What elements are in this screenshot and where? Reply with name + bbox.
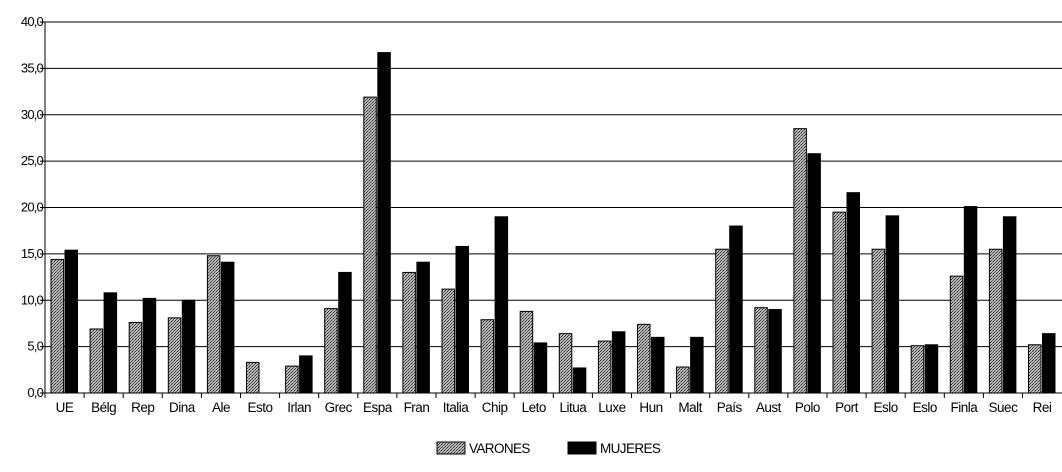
- bar-varones: [637, 323, 651, 394]
- bar-varones: [246, 361, 260, 394]
- x-tick-label: Finla: [950, 400, 978, 415]
- bar-varones: [558, 333, 573, 394]
- bar-mujeres: [924, 344, 939, 394]
- bar-mujeres: [1042, 333, 1056, 394]
- x-tick-label: Dina: [169, 400, 196, 415]
- x-tick-label: Luxe: [598, 400, 625, 415]
- x-tick-label: Fran: [404, 400, 430, 415]
- bar-varones: [324, 308, 338, 394]
- bar-varones: [871, 248, 886, 394]
- y-tick-label: 25,0: [21, 153, 44, 168]
- bar-varones: [597, 340, 612, 394]
- bar-varones: [363, 96, 377, 394]
- x-tick-label: Malt: [678, 400, 702, 415]
- x-tick-label: Aust: [756, 400, 782, 415]
- y-tick-label: 5,0: [27, 339, 43, 354]
- bar-mujeres: [690, 336, 704, 394]
- x-tick-label: Litua: [559, 400, 587, 415]
- bar-varones: [910, 345, 925, 394]
- bar-mujeres: [611, 331, 626, 394]
- y-tick-label: 20,0: [21, 200, 44, 215]
- bar-mujeres: [1002, 216, 1017, 394]
- bar-varones: [128, 322, 143, 394]
- legend-swatch-varones: [436, 441, 466, 455]
- y-tick-label: 30,0: [21, 107, 44, 122]
- bar-varones: [754, 307, 768, 394]
- bar-mujeres: [142, 297, 157, 394]
- bar-mujeres: [533, 342, 548, 394]
- x-tick-label: Hun: [639, 400, 662, 415]
- x-tick-label: Ale: [212, 400, 230, 415]
- x-tick-label: Eslo: [874, 400, 898, 415]
- bars: [50, 52, 1056, 394]
- bar-mujeres: [220, 261, 235, 394]
- x-tick-label: Leto: [522, 400, 546, 415]
- y-axis-tick-labels: 0,0 5,0 10,0 15,0 20,0 25,0 30,0 35,0 40,0: [21, 14, 44, 400]
- y-tick-label: 35,0: [21, 60, 44, 75]
- bar-mujeres: [807, 153, 821, 394]
- bar-mujeres: [103, 292, 118, 394]
- bar-mujeres: [299, 355, 313, 394]
- x-tick-label: País: [717, 400, 743, 415]
- x-tick-label: Italia: [443, 400, 470, 415]
- bar-mujeres: [729, 225, 743, 394]
- legend-swatch-mujeres: [567, 441, 597, 455]
- bar-varones: [441, 288, 455, 394]
- bar-varones: [1028, 344, 1042, 394]
- bar-varones: [949, 275, 964, 394]
- y-tick-label: 0,0: [27, 385, 43, 400]
- x-tick-label: Espa: [363, 400, 393, 415]
- y-tick-label: 40,0: [21, 14, 44, 29]
- x-tick-label: Irlan: [287, 400, 311, 415]
- x-tick-label: Polo: [795, 400, 820, 415]
- bar-varones: [793, 128, 807, 394]
- bar-mujeres: [455, 245, 469, 394]
- x-tick-label: Grec: [325, 400, 353, 415]
- legend-label-varones: VARONES: [469, 441, 530, 456]
- bar-mujeres: [885, 215, 900, 394]
- bar-mujeres: [416, 261, 430, 394]
- bar-varones: [480, 319, 495, 394]
- bar-varones: [676, 366, 690, 394]
- bar-varones: [988, 248, 1003, 394]
- y-tick-label: 15,0: [21, 246, 44, 261]
- bar-varones: [519, 310, 534, 394]
- y-tick-label: 10,0: [21, 292, 44, 307]
- bar-mujeres: [181, 299, 196, 394]
- bar-varones: [50, 258, 64, 394]
- bar-mujeres: [494, 216, 509, 394]
- x-tick-label: Rep: [131, 400, 154, 415]
- bar-mujeres: [572, 367, 587, 394]
- bar-mujeres: [64, 249, 78, 394]
- bar-mujeres: [846, 192, 860, 394]
- x-tick-label: Suec: [989, 400, 1019, 415]
- legend: VARONES MUJERES: [436, 441, 662, 456]
- x-tick-label: Chip: [482, 400, 508, 415]
- gridlines: [45, 21, 1062, 348]
- legend-label-mujeres: MUJERES: [600, 441, 661, 456]
- bar-mujeres: [338, 271, 352, 394]
- x-tick-label: UE: [56, 400, 74, 415]
- bar-varones: [167, 317, 182, 394]
- bar-varones: [402, 271, 416, 394]
- axes: [40, 21, 1062, 398]
- x-tick-label: Port: [835, 400, 859, 415]
- x-tick-label: Eslo: [913, 400, 937, 415]
- bar-mujeres: [377, 52, 391, 394]
- bar-varones: [206, 255, 221, 394]
- bar-varones: [832, 211, 846, 394]
- x-tick-label: Rei: [1033, 400, 1052, 415]
- x-tick-label: Bélg: [91, 400, 116, 415]
- bar-varones: [285, 365, 299, 394]
- bar-varones: [89, 328, 104, 394]
- x-axis-tick-labels: UE Bélg Rep Dina Ale Esto Irlan Grec Espa Fran Ita…: [56, 400, 1053, 415]
- bar-mujeres: [963, 206, 978, 394]
- x-tick-label: Esto: [248, 400, 273, 415]
- bar-mujeres: [768, 309, 782, 394]
- bar-varones: [715, 248, 729, 394]
- bar-mujeres: [651, 336, 665, 394]
